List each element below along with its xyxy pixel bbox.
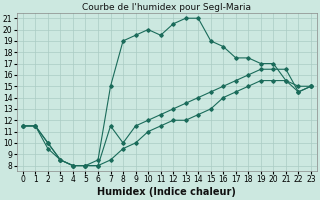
X-axis label: Humidex (Indice chaleur): Humidex (Indice chaleur) [98, 187, 236, 197]
Title: Courbe de l'humidex pour Segl-Maria: Courbe de l'humidex pour Segl-Maria [82, 3, 252, 12]
